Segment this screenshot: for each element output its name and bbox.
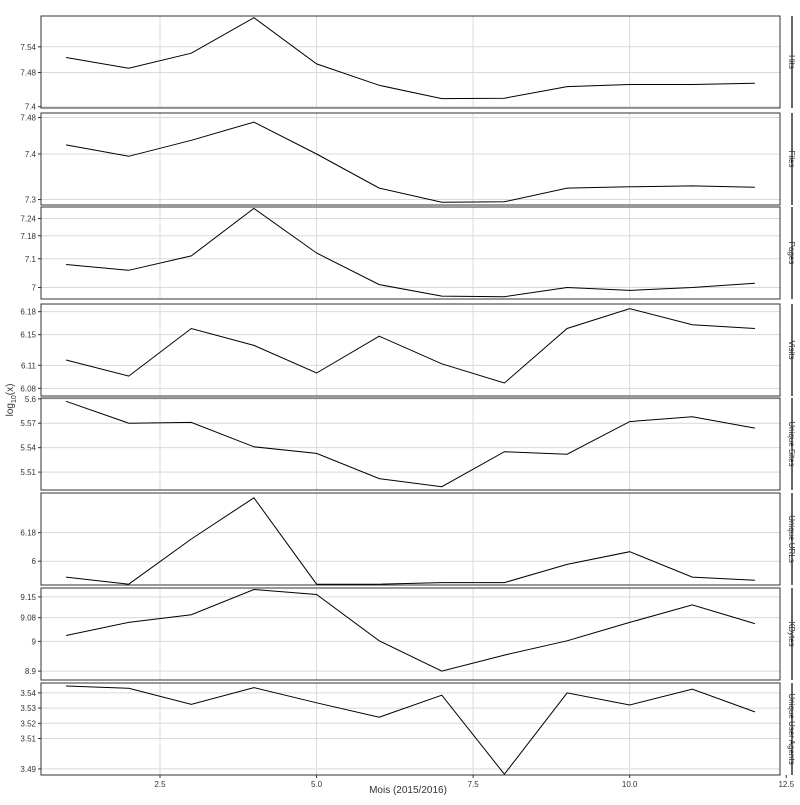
panel-frame xyxy=(40,492,781,586)
x-tick-label: 10.0 xyxy=(622,780,638,789)
series-line-files xyxy=(66,121,755,203)
panel-frame xyxy=(40,15,781,109)
x-axis: 2.5 5.0 7.5 10.0 12.5 xyxy=(154,775,795,789)
series-line-pages xyxy=(66,207,755,298)
facet-strip-label: Pages xyxy=(787,242,796,265)
x-tick-label: 12.5 xyxy=(778,780,794,789)
y-tick-label: 7.1 xyxy=(25,255,37,264)
y-tick-label: 9.08 xyxy=(20,614,36,623)
panel-frame xyxy=(40,112,781,206)
y-tick-label: 5.54 xyxy=(20,444,36,453)
panel-frame xyxy=(40,303,781,397)
facet-strip-label: Visits xyxy=(787,341,796,360)
y-tick-label: 7.4 xyxy=(25,150,37,159)
y-tick-label: 9.15 xyxy=(20,593,36,602)
facet-panel-1: 7.4 7.48 7.54 Hits xyxy=(20,15,796,112)
facet-panel-6: 6 6.18 Unique URLs xyxy=(20,492,796,586)
panel-frame xyxy=(40,206,781,300)
y-tick-label: 6.18 xyxy=(20,308,36,317)
y-axis-title-base: log xyxy=(5,403,16,416)
facet-panels: 7.4 7.48 7.54 Hits 7.3 7.4 7.48 Files 7 7.1 7.18 7.… xyxy=(20,15,796,776)
y-tick-label: 3.52 xyxy=(20,719,36,728)
y-tick-label: 7.48 xyxy=(20,68,36,77)
y-tick-label: 7.48 xyxy=(20,114,36,123)
y-tick-label: 5.51 xyxy=(20,468,36,477)
facet-strip-label: Hits xyxy=(787,55,796,69)
y-tick-label: 6 xyxy=(32,557,37,566)
y-tick-label: 3.51 xyxy=(20,735,36,744)
series-line-visits xyxy=(65,308,755,384)
panel-frame xyxy=(40,587,781,681)
y-tick-label: 6.18 xyxy=(20,529,36,538)
y-tick-label: 9 xyxy=(32,637,37,646)
facet-panel-2: 7.3 7.4 7.48 Files xyxy=(20,112,796,206)
y-tick-label: 6.11 xyxy=(21,361,37,370)
y-tick-label: 3.53 xyxy=(20,704,36,713)
y-tick-label: 3.54 xyxy=(20,689,36,698)
y-tick-label: 5.6 xyxy=(25,395,37,404)
y-tick-label: 7.3 xyxy=(25,196,37,205)
y-tick-label: 6.15 xyxy=(20,331,36,340)
series-line-hits xyxy=(66,17,755,100)
series-line-unique-sites xyxy=(65,400,755,488)
y-axis-title: log10(x) xyxy=(5,384,18,417)
panel-frame xyxy=(40,682,781,776)
y-tick-label: 3.49 xyxy=(20,765,36,774)
y-tick-label: 7 xyxy=(32,284,37,293)
y-tick-label: 7.54 xyxy=(20,43,36,52)
y-tick-label: 8.9 xyxy=(25,667,37,676)
y-tick-label: 7.18 xyxy=(20,232,36,241)
x-tick-label: 2.5 xyxy=(154,780,166,789)
y-tick-label: 6.08 xyxy=(20,384,36,393)
facet-strip-label: Files xyxy=(787,151,796,168)
facet-panel-3: 7 7.1 7.18 7.24 Pages xyxy=(20,206,796,300)
y-tick-label: 7.4 xyxy=(25,103,37,112)
series-line-unique-user-agents xyxy=(66,685,756,776)
facet-strip-label: Unique URLs xyxy=(787,515,796,563)
y-tick-label: 5.57 xyxy=(20,419,36,428)
x-tick-label: 7.5 xyxy=(468,780,480,789)
facet-strip-label: Unique User Agents xyxy=(787,693,796,764)
facet-panel-4: 6.08 6.11 6.15 6.18 Visits xyxy=(20,303,796,397)
series-line-kbytes xyxy=(65,588,756,672)
x-tick-label: 5.0 xyxy=(311,780,323,789)
facet-panel-8: 3.49 3.51 3.52 3.53 3.54 Unique User Agents xyxy=(20,682,796,776)
y-axis-title-subscript: 10 xyxy=(11,395,18,403)
facet-strip-label: Unique Sites xyxy=(787,421,796,466)
y-tick-label: 7.24 xyxy=(20,215,36,224)
panel-frame xyxy=(40,397,781,491)
y-axis-title-tail: (x) xyxy=(5,384,16,396)
facet-panel-5: 5.51 5.54 5.57 5.6 Unique Sites xyxy=(20,395,796,491)
facet-strip-label: KBytes xyxy=(787,621,796,646)
x-axis-title: Mois (2015/2016) xyxy=(369,785,447,796)
facet-panel-7: 8.9 9 9.08 9.15 KBytes xyxy=(20,587,796,681)
series-line-unique-urls xyxy=(66,497,755,585)
